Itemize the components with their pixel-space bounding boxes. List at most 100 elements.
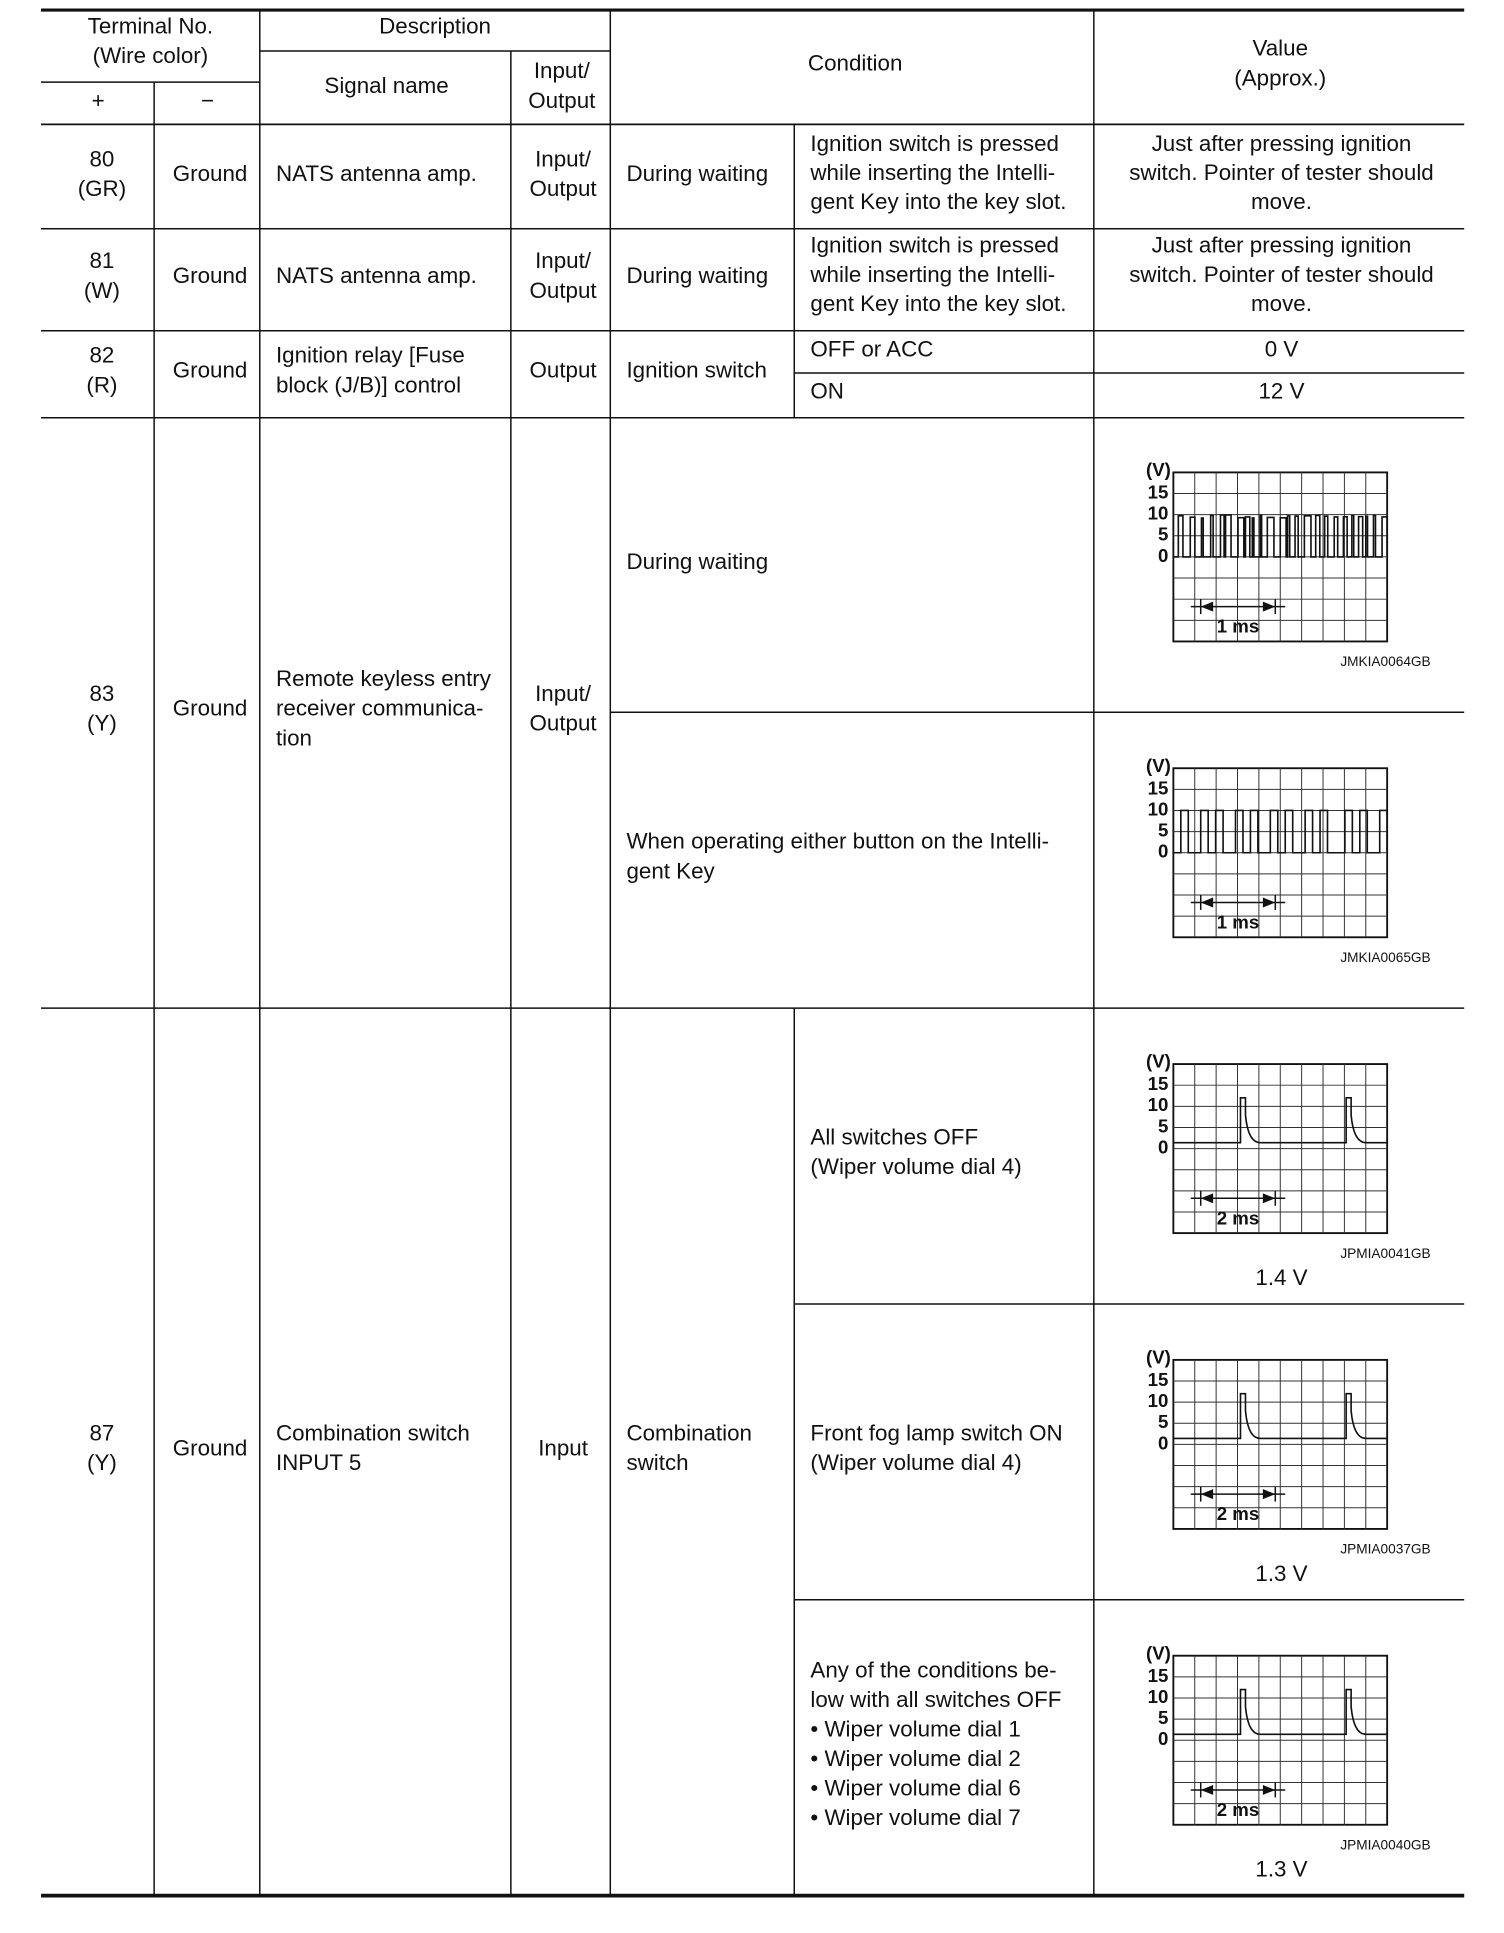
cell-text: Ground — [173, 1435, 248, 1460]
cell-text: Remote keyless entry — [276, 666, 492, 691]
scope-tick: 10 — [1148, 503, 1169, 524]
cell-text: Input/ — [535, 248, 592, 273]
cell-text: 12 V — [1259, 379, 1305, 404]
waveform — [1173, 809, 1388, 854]
figure-code: JPMIA0041GB — [1340, 1246, 1430, 1261]
cell-text: 82 — [89, 343, 114, 368]
scope-tick: 0 — [1158, 1432, 1168, 1453]
cell-text: move. — [1251, 189, 1312, 214]
scope-time: 2 ms — [1217, 1799, 1259, 1820]
cell-text: INPUT 5 — [276, 1450, 361, 1475]
scope-tick: 10 — [1148, 1686, 1169, 1707]
cell-text: Ignition switch is pressed — [810, 233, 1059, 258]
scope-tick: 15 — [1148, 1369, 1169, 1390]
cell-text: switch. Pointer of tester should — [1129, 160, 1433, 185]
cell-text: (Wiper volume dial 4) — [810, 1154, 1021, 1179]
scope-unit: (V) — [1146, 459, 1171, 480]
scope-tick: 10 — [1148, 1094, 1169, 1115]
scope-time: 1 ms — [1217, 912, 1259, 933]
cell-text: switch — [626, 1450, 688, 1475]
scope-unit: (V) — [1146, 1347, 1171, 1368]
cell-text: 1.3 V — [1255, 1857, 1307, 1882]
header-text: (Approx.) — [1234, 66, 1326, 91]
header-text: + — [92, 88, 105, 113]
cell-text: Combination switch — [276, 1420, 470, 1445]
cell-text: Ignition switch — [626, 358, 766, 383]
figure-code: JMKIA0065GB — [1340, 950, 1430, 965]
cell-text: low with all switches OFF — [810, 1687, 1061, 1712]
header-text: Input/ — [534, 58, 591, 83]
header-text: − — [201, 88, 214, 113]
cell-text: Output — [530, 176, 598, 201]
scope-tick: 0 — [1158, 1137, 1168, 1158]
cell-text: During waiting — [626, 161, 768, 186]
cell-text: Input — [538, 1435, 589, 1460]
scope-tick: 10 — [1148, 1390, 1169, 1411]
figure-code: JMKIA0064GB — [1340, 654, 1430, 669]
scope-tick: 5 — [1158, 820, 1168, 841]
cell-text: Output — [530, 711, 598, 736]
cell-text: receiver communica- — [276, 696, 484, 721]
cell-text: Just after pressing ignition — [1152, 233, 1412, 258]
figure-code: JPMIA0040GB — [1340, 1838, 1430, 1853]
header-text: Output — [528, 88, 596, 113]
cell-text: Output — [530, 358, 598, 383]
cell-text: move. — [1251, 291, 1312, 316]
cell-text: (W) — [84, 278, 120, 303]
figure-code: JPMIA0037GB — [1340, 1542, 1430, 1557]
header-text: Condition — [808, 51, 902, 76]
cell-text: Combination — [626, 1420, 752, 1445]
scope-unit: (V) — [1146, 1051, 1171, 1072]
cell-text: • Wiper volume dial 6 — [810, 1775, 1020, 1800]
cell-text: 83 — [89, 681, 114, 706]
cell-text: switch. Pointer of tester should — [1129, 262, 1433, 287]
scope-tick: 5 — [1158, 524, 1168, 545]
scope-tick: 0 — [1158, 841, 1168, 862]
cell-text: 1.4 V — [1255, 1265, 1307, 1290]
cell-text: (Y) — [87, 1450, 117, 1475]
cell-text: while inserting the Intelli- — [809, 160, 1055, 185]
cell-text: 81 — [89, 248, 114, 273]
cell-text: • Wiper volume dial 2 — [810, 1746, 1020, 1771]
scope-time: 1 ms — [1217, 616, 1259, 637]
scope-tick: 5 — [1158, 1115, 1168, 1136]
cell-text: gent Key into the key slot. — [810, 291, 1066, 316]
header-text: Value — [1252, 36, 1308, 61]
cell-text: During waiting — [626, 549, 768, 574]
cell-text: Front fog lamp switch ON — [810, 1421, 1062, 1446]
scope-tick: 10 — [1148, 798, 1169, 819]
cell-text: All switches OFF — [810, 1125, 978, 1150]
waveform — [1173, 1097, 1388, 1144]
scope-tick: 0 — [1158, 1728, 1168, 1749]
cell-text: (GR) — [78, 176, 126, 201]
cell-text: • Wiper volume dial 1 — [810, 1716, 1020, 1741]
cell-text: Ignition switch is pressed — [810, 131, 1059, 156]
scope-tick: 0 — [1158, 545, 1168, 566]
cell-text: 87 — [89, 1420, 114, 1445]
cell-text: 0 V — [1265, 336, 1299, 361]
cell-text: 1.3 V — [1255, 1561, 1307, 1586]
scope-tick: 5 — [1158, 1707, 1168, 1728]
cell-text: gent Key — [626, 859, 715, 884]
cell-text: block (J/B)] control — [276, 373, 461, 398]
cell-text: 80 — [89, 146, 114, 171]
cell-text: (R) — [86, 373, 117, 398]
header-text: Description — [379, 13, 491, 38]
cell-text: gent Key into the key slot. — [810, 189, 1066, 214]
scope-tick: 15 — [1148, 1073, 1169, 1094]
cell-text: (Wiper volume dial 4) — [810, 1450, 1021, 1475]
cell-text: Input/ — [535, 146, 592, 171]
cell-text: NATS antenna amp. — [276, 263, 477, 288]
cell-text: while inserting the Intelli- — [809, 262, 1055, 287]
cell-text: Any of the conditions be- — [810, 1657, 1056, 1682]
cell-text: Just after pressing ignition — [1152, 131, 1412, 156]
cell-text: (Y) — [87, 711, 117, 736]
cell-text: During waiting — [626, 263, 768, 288]
waveform — [1173, 1392, 1388, 1440]
cell-text: Input/ — [535, 681, 592, 706]
header-text: Signal name — [324, 73, 448, 98]
waveform — [1173, 1688, 1388, 1736]
cell-text: • Wiper volume dial 7 — [810, 1805, 1020, 1830]
cell-text: Ignition relay [Fuse — [276, 343, 465, 368]
